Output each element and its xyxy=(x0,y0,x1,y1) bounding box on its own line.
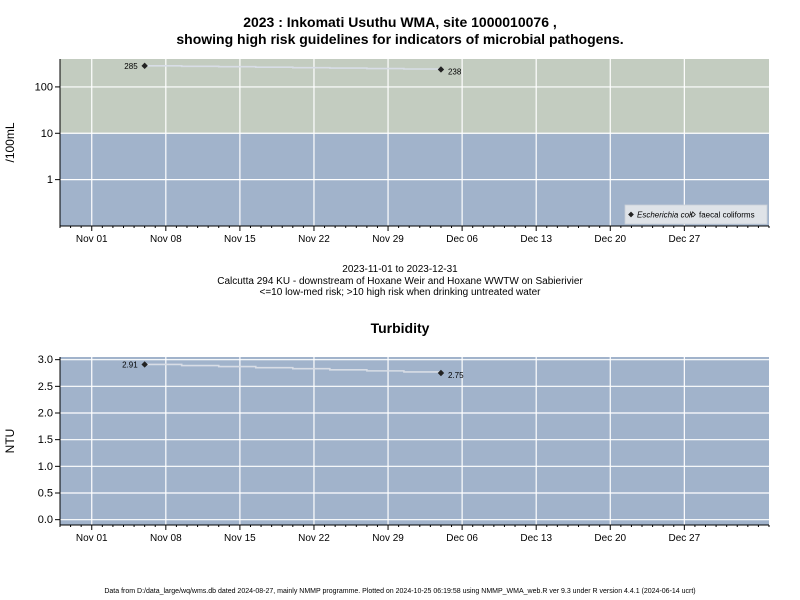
y-tick-label: 0.5 xyxy=(38,488,53,500)
y-tick-label: 100 xyxy=(35,81,53,93)
y-tick-label: 0.0 xyxy=(38,514,53,526)
x-tick-label: Dec 13 xyxy=(520,234,552,245)
risk-note: <=10 low-med risk; >10 high risk when dr… xyxy=(259,287,541,298)
x-tick-label: Nov 29 xyxy=(372,533,404,544)
series-line xyxy=(144,363,442,373)
x-tick-label: Nov 01 xyxy=(76,234,108,245)
x-tick-label: Dec 27 xyxy=(668,234,700,245)
x-tick-label: Nov 08 xyxy=(150,234,182,245)
chart-title-line2: showing high risk guidelines for indicat… xyxy=(176,31,624,47)
y-axis-title: /100mL xyxy=(3,122,17,162)
data-label: 285 xyxy=(124,62,138,71)
x-tick-label: Dec 06 xyxy=(446,234,478,245)
x-tick-label: Nov 08 xyxy=(150,533,182,544)
x-tick-label: Nov 15 xyxy=(224,234,256,245)
data-point xyxy=(437,369,445,377)
y-tick-label: 3.0 xyxy=(38,354,53,366)
y-tick-label: 1.0 xyxy=(38,461,53,473)
y-tick-label: 2.0 xyxy=(38,408,53,420)
y-tick-label: 10 xyxy=(41,128,53,140)
data-label: 2.75 xyxy=(448,371,464,380)
legend-label: faecal coliforms xyxy=(699,211,755,220)
x-tick-label: Nov 15 xyxy=(224,533,256,544)
y-tick-label: 1.5 xyxy=(38,434,53,446)
high-risk-band xyxy=(60,59,769,134)
x-tick-label: Nov 22 xyxy=(298,234,330,245)
y-axis-title: NTU xyxy=(3,429,17,454)
data-point xyxy=(141,62,148,70)
data-point xyxy=(141,361,148,368)
ecoli-chart: 1 10 100 Nov 01 Nov 08 Nov 15 Nov 22 Nov 29 Dec … xyxy=(3,59,770,245)
data-source-footer: Data from D:/data_large/wq/wms.db dated … xyxy=(104,588,696,595)
data-label: 2.91 xyxy=(122,360,138,369)
date-range-caption: 2023-11-01 to 2023-12-31 xyxy=(342,264,458,275)
plot-background xyxy=(60,357,769,525)
data-point xyxy=(437,66,445,73)
legend-marker xyxy=(628,211,634,218)
x-tick-label: Dec 06 xyxy=(446,533,478,544)
y-tick-label: 2.5 xyxy=(38,381,53,393)
site-description: Calcutta 294 KU - downstream of Hoxane W… xyxy=(217,276,583,287)
legend-marker xyxy=(690,211,696,218)
y-tick-label: 1 xyxy=(47,174,53,186)
x-tick-label: Nov 29 xyxy=(372,234,404,245)
legend-box xyxy=(624,204,768,225)
x-tick-label: Nov 01 xyxy=(76,533,108,544)
x-tick-label: Dec 27 xyxy=(668,533,700,544)
x-tick-label: Dec 13 xyxy=(520,533,552,544)
panel-title: Turbidity xyxy=(371,320,430,336)
x-tick-label: Dec 20 xyxy=(594,234,626,245)
legend-label: Escherichia coli xyxy=(637,211,693,220)
data-label: 238 xyxy=(448,67,462,76)
chart-title-line1: 2023 : Inkomati Usuthu WMA, site 1000010… xyxy=(243,14,557,30)
x-tick-label: Dec 20 xyxy=(594,533,626,544)
x-tick-label: Nov 22 xyxy=(298,533,330,544)
series-line xyxy=(144,65,442,70)
